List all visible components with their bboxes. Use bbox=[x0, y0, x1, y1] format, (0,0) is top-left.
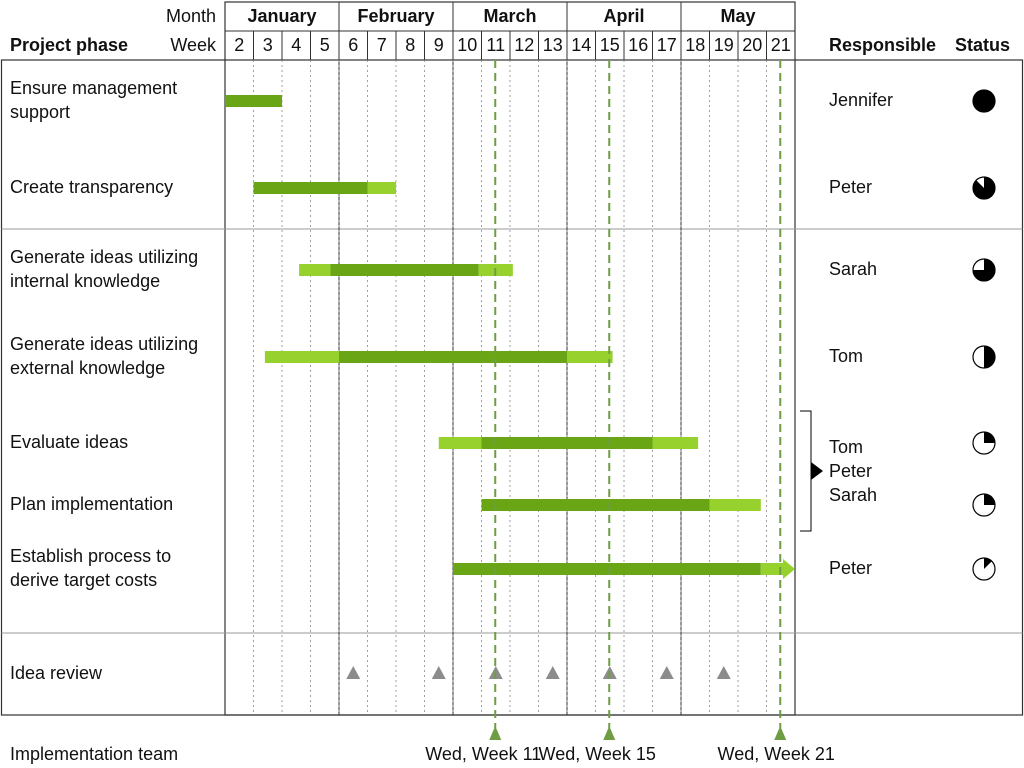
task-label: Ensure management bbox=[10, 78, 177, 98]
responsible-header: Responsible bbox=[829, 35, 936, 55]
week-label: 7 bbox=[377, 35, 387, 55]
shared-responsible-name: Tom bbox=[829, 437, 863, 457]
shared-responsible-name: Peter bbox=[829, 461, 872, 481]
task-label: external knowledge bbox=[10, 358, 165, 378]
project-phase-header: Project phase bbox=[10, 35, 128, 55]
review-marker bbox=[346, 666, 361, 679]
status-fill bbox=[984, 494, 995, 505]
milestone-label: Wed, Week 11 bbox=[425, 744, 541, 764]
implementation-team-label: Implementation team bbox=[10, 744, 178, 764]
task-bar-segment bbox=[330, 264, 479, 276]
week-label: 3 bbox=[263, 35, 273, 55]
responsible-name: Jennifer bbox=[829, 90, 893, 110]
week-label: 20 bbox=[742, 35, 762, 55]
task-bar-segment bbox=[652, 437, 699, 449]
week-label: 12 bbox=[514, 35, 534, 55]
task-bar-segment bbox=[264, 351, 339, 363]
task-bar-segment bbox=[367, 182, 396, 194]
week-label: 17 bbox=[657, 35, 677, 55]
week-label: 10 bbox=[457, 35, 477, 55]
status-fill bbox=[984, 346, 995, 368]
month-label: January bbox=[247, 6, 316, 26]
week-label: 5 bbox=[320, 35, 330, 55]
task-label: Generate ideas utilizing bbox=[10, 334, 198, 354]
bracket-pointer-icon bbox=[811, 462, 823, 480]
task-bar-segment bbox=[339, 351, 567, 363]
week-label: 19 bbox=[714, 35, 734, 55]
week-label: 21 bbox=[771, 35, 791, 55]
task-label: support bbox=[10, 102, 70, 122]
responsible-name: Tom bbox=[829, 346, 863, 366]
milestone-marker bbox=[603, 726, 616, 740]
task-bar-segment bbox=[709, 499, 761, 511]
week-label: 8 bbox=[405, 35, 415, 55]
week-label: 9 bbox=[434, 35, 444, 55]
review-marker bbox=[545, 666, 560, 679]
week-label: 15 bbox=[600, 35, 620, 55]
status-fill bbox=[984, 558, 992, 569]
month-label: March bbox=[483, 6, 536, 26]
task-label: internal knowledge bbox=[10, 271, 160, 291]
week-label: 4 bbox=[291, 35, 301, 55]
task-label: Establish process to bbox=[10, 546, 171, 566]
task-bar-segment bbox=[567, 351, 613, 363]
task-bar-arrow bbox=[760, 559, 795, 579]
week-label: 6 bbox=[348, 35, 358, 55]
shared-responsible-name: Sarah bbox=[829, 485, 877, 505]
task-label: Evaluate ideas bbox=[10, 432, 128, 452]
milestone-marker bbox=[489, 726, 502, 740]
chart-frame bbox=[0, 59, 1024, 716]
month-header-label: Month bbox=[166, 6, 216, 26]
responsible-bracket bbox=[800, 410, 812, 532]
task-label: derive target costs bbox=[10, 570, 157, 590]
status-header: Status bbox=[955, 35, 1010, 55]
responsible-name: Peter bbox=[829, 177, 872, 197]
review-marker bbox=[431, 666, 446, 679]
week-label: 18 bbox=[685, 35, 705, 55]
review-marker bbox=[659, 666, 674, 679]
task-bar-segment bbox=[225, 95, 282, 107]
month-label: May bbox=[720, 6, 755, 26]
status-fill bbox=[973, 90, 995, 112]
task-bar-segment bbox=[299, 264, 331, 276]
month-label: February bbox=[357, 6, 434, 26]
status-fill bbox=[973, 259, 995, 281]
milestone-marker bbox=[774, 726, 787, 740]
week-label: 16 bbox=[628, 35, 648, 55]
timeline-frame bbox=[224, 1, 796, 716]
task-bar-segment bbox=[481, 437, 653, 449]
responsible-name: Peter bbox=[829, 558, 872, 578]
status-fill bbox=[984, 432, 995, 443]
task-label: Generate ideas utilizing bbox=[10, 247, 198, 267]
week-header-label: Week bbox=[170, 35, 217, 55]
task-bar-segment bbox=[453, 563, 761, 575]
week-label: 11 bbox=[486, 35, 505, 55]
week-label: 13 bbox=[543, 35, 563, 55]
task-bar-segment bbox=[438, 437, 482, 449]
milestone-label: Wed, Week 21 bbox=[718, 744, 835, 764]
task-label: Idea review bbox=[10, 663, 103, 683]
status-fill bbox=[972, 177, 995, 200]
milestone-label: Wed, Week 15 bbox=[539, 744, 656, 764]
responsible-name: Sarah bbox=[829, 259, 877, 279]
task-bar-segment bbox=[253, 182, 368, 194]
task-bar-segment bbox=[481, 499, 710, 511]
month-label: April bbox=[603, 6, 644, 26]
task-label: Create transparency bbox=[10, 177, 173, 197]
task-label: Plan implementation bbox=[10, 494, 173, 514]
review-marker bbox=[716, 666, 731, 679]
week-label: 2 bbox=[234, 35, 244, 55]
week-label: 14 bbox=[571, 35, 591, 55]
